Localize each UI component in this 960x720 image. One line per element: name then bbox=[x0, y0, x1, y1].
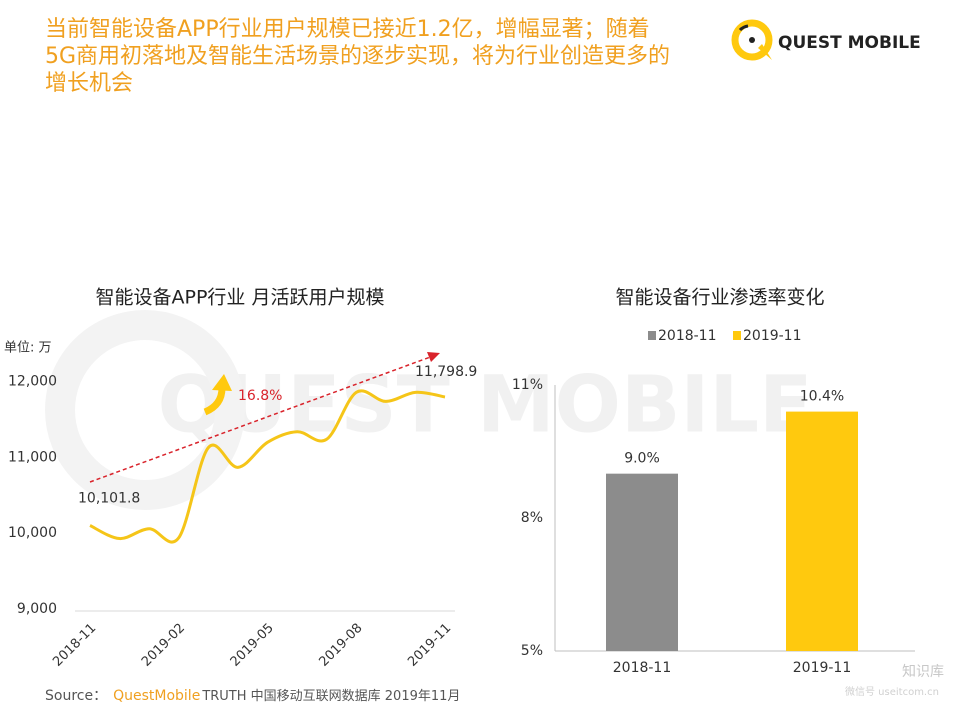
x-tick-label: 2018-11 bbox=[613, 660, 672, 676]
bar bbox=[606, 473, 678, 651]
x-tick-label: 2019-05 bbox=[228, 621, 277, 670]
source-brand: QuestMobile bbox=[113, 688, 200, 704]
chart-title: 智能设备APP行业 月活跃用户规模 bbox=[96, 287, 385, 309]
watermark-id: 微信号 useitcom.cn bbox=[845, 685, 939, 698]
title-line: 当前智能设备APP行业用户规模已接近1.2亿，增幅显著；随着 bbox=[45, 17, 650, 42]
bar bbox=[786, 411, 858, 651]
chart-title: 智能设备行业渗透率变化 bbox=[615, 287, 824, 309]
x-tick-label: 2019-08 bbox=[317, 621, 366, 670]
x-tick-label: 2019-11 bbox=[405, 621, 454, 670]
legend-swatch bbox=[648, 331, 656, 340]
y-tick-label: 11% bbox=[512, 377, 543, 393]
x-tick-label: 2019-11 bbox=[793, 660, 852, 676]
legend-swatch bbox=[733, 331, 741, 340]
y-tick-label: 5% bbox=[521, 643, 543, 659]
y-tick-label: 9,000 bbox=[17, 601, 57, 617]
trend-arrowhead bbox=[427, 352, 440, 362]
data-label: 10,101.8 bbox=[78, 491, 140, 507]
x-tick-label: 2018-11 bbox=[50, 621, 99, 670]
data-line bbox=[89, 389, 446, 544]
growth-annotation: 16.8% bbox=[238, 388, 282, 404]
title-line: 增长机会 bbox=[45, 71, 133, 96]
legend-label: 2018-11 bbox=[658, 328, 717, 344]
y-tick-label: 8% bbox=[521, 510, 543, 526]
legend-label: 2019-11 bbox=[743, 328, 802, 344]
logo: QUEST MOBILE bbox=[731, 19, 921, 61]
growth-arrow bbox=[203, 387, 226, 416]
watermark-name: 知识库 bbox=[902, 663, 944, 680]
x-tick-label: 2019-02 bbox=[139, 621, 188, 670]
source-label: Source： QuestMobile TRUTH 中国移动互联网数据库 2019年… bbox=[45, 688, 460, 705]
y-tick-label: 12,000 bbox=[8, 374, 57, 390]
trend-line bbox=[89, 355, 434, 483]
y-tick-label: 11,000 bbox=[8, 449, 57, 465]
unit-label: 单位: 万 bbox=[4, 341, 52, 356]
source-text: TRUTH 中国移动互联网数据库 2019年11月 bbox=[201, 688, 460, 704]
growth-arrowhead bbox=[212, 374, 232, 391]
watermark-logo: QUEST MOBILE bbox=[158, 360, 813, 450]
logo-text: QUEST MOBILE bbox=[778, 33, 921, 53]
watermark-ring bbox=[45, 310, 245, 510]
data-label: 10.4% bbox=[800, 389, 844, 405]
source-label: Source： bbox=[45, 688, 107, 704]
y-tick-label: 10,000 bbox=[8, 525, 57, 541]
data-label: 11,798.9 bbox=[415, 364, 477, 380]
data-label: 9.0% bbox=[624, 451, 660, 467]
title-line: 5G商用初落地及智能生活场景的逐步实现，将为行业创造更多的 bbox=[45, 44, 670, 69]
